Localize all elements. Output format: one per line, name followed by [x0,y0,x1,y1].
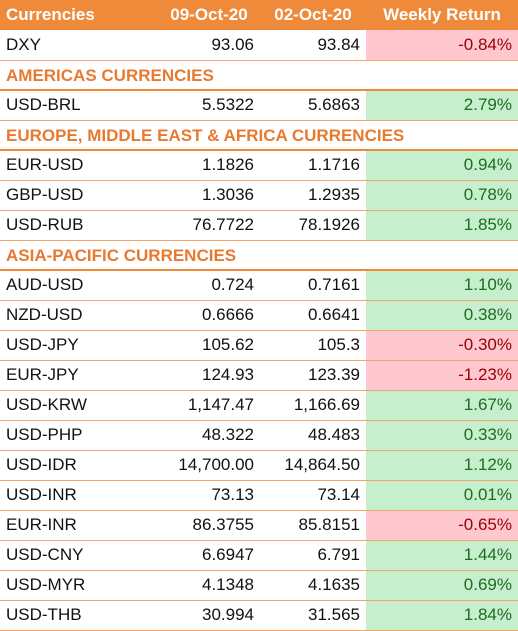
currency-row: USD-RUB 76.7722 78.1926 1.85% [0,210,518,241]
previous-rate-cell: 123.39 [260,360,366,391]
current-rate-cell: 1.1826 [158,150,260,181]
weekly-return-cell: 2.79% [366,90,518,121]
currency-pair-cell: USD-IDR [0,450,158,481]
previous-rate-cell: 0.6641 [260,300,366,331]
currency-row: USD-JPY 105.62 105.3 -0.30% [0,330,518,361]
current-rate-cell: 1.3036 [158,180,260,211]
previous-rate-cell: 6.791 [260,540,366,571]
previous-rate-cell: 85.8151 [260,510,366,541]
currency-row: USD-INR 73.13 73.14 0.01% [0,480,518,511]
currency-pair-cell: USD-PHP [0,420,158,451]
current-rate-cell: 0.724 [158,270,260,301]
currency-row: GBP-USD 1.3036 1.2935 0.78% [0,180,518,211]
currency-row: USD-IDR 14,700.00 14,864.50 1.12% [0,450,518,481]
weekly-return-cell: 1.10% [366,270,518,301]
previous-rate-cell: 1.2935 [260,180,366,211]
currency-row: USD-PHP 48.322 48.483 0.33% [0,420,518,451]
currency-pair-cell: USD-RUB [0,210,158,241]
current-rate-cell: 105.62 [158,330,260,361]
previous-rate-cell: 105.3 [260,330,366,361]
table-body: DXY 93.06 93.84 -0.84% AMERICAS CURRENCIES US… [0,30,518,631]
current-rate-cell: 1,147.47 [158,390,260,421]
section-header-row: AMERICAS CURRENCIES [0,60,518,91]
weekly-return-cell: 1.12% [366,450,518,481]
section-title: AMERICAS CURRENCIES [0,60,518,91]
currency-pair-cell: NZD-USD [0,300,158,331]
currency-pair-cell: GBP-USD [0,180,158,211]
weekly-return-cell: 0.69% [366,570,518,601]
currency-pair-cell: AUD-USD [0,270,158,301]
currency-pair-cell: USD-KRW [0,390,158,421]
current-rate-cell: 5.5322 [158,90,260,121]
weekly-return-cell: 1.84% [366,600,518,631]
previous-rate-cell: 5.6863 [260,90,366,121]
weekly-return-cell: -0.84% [366,30,518,61]
current-rate-cell: 76.7722 [158,210,260,241]
current-rate-cell: 93.06 [158,30,260,61]
current-rate-cell: 14,700.00 [158,450,260,481]
current-rate-cell: 0.6666 [158,300,260,331]
header-currencies: Currencies [0,0,158,30]
header-weekly-return: Weekly Return [366,0,518,30]
currency-pair-cell: USD-BRL [0,90,158,121]
weekly-return-cell: 0.33% [366,420,518,451]
weekly-return-cell: 1.44% [366,540,518,571]
weekly-return-cell: 1.85% [366,210,518,241]
header-row: Currencies 09-Oct-20 02-Oct-20 Weekly Re… [0,0,518,30]
currency-row: DXY 93.06 93.84 -0.84% [0,30,518,61]
currency-row: USD-MYR 4.1348 4.1635 0.69% [0,570,518,601]
weekly-return-cell: 0.38% [366,300,518,331]
currency-row: USD-BRL 5.5322 5.6863 2.79% [0,90,518,121]
section-title: ASIA-PACIFIC CURRENCIES [0,240,518,271]
weekly-return-cell: 0.94% [366,150,518,181]
currency-pair-cell: USD-CNY [0,540,158,571]
currency-pair-cell: EUR-JPY [0,360,158,391]
currency-pair-cell: USD-THB [0,600,158,631]
previous-rate-cell: 0.7161 [260,270,366,301]
current-rate-cell: 4.1348 [158,570,260,601]
previous-rate-cell: 14,864.50 [260,450,366,481]
previous-rate-cell: 4.1635 [260,570,366,601]
currency-pair-cell: DXY [0,30,158,61]
current-rate-cell: 86.3755 [158,510,260,541]
currency-pair-cell: USD-JPY [0,330,158,361]
previous-rate-cell: 73.14 [260,480,366,511]
currency-pair-cell: EUR-USD [0,150,158,181]
currency-row: EUR-USD 1.1826 1.1716 0.94% [0,150,518,181]
current-rate-cell: 6.6947 [158,540,260,571]
currency-pair-cell: USD-INR [0,480,158,511]
weekly-return-cell: 1.67% [366,390,518,421]
current-rate-cell: 48.322 [158,420,260,451]
currency-pair-cell: USD-MYR [0,570,158,601]
weekly-return-cell: 0.78% [366,180,518,211]
currency-row: NZD-USD 0.6666 0.6641 0.38% [0,300,518,331]
current-rate-cell: 124.93 [158,360,260,391]
currency-row: USD-THB 30.994 31.565 1.84% [0,600,518,631]
weekly-return-cell: -1.23% [366,360,518,391]
currency-row: EUR-INR 86.3755 85.8151 -0.65% [0,510,518,541]
current-rate-cell: 30.994 [158,600,260,631]
currency-row: USD-CNY 6.6947 6.791 1.44% [0,540,518,571]
currency-row: AUD-USD 0.724 0.7161 1.10% [0,270,518,301]
weekly-return-cell: -0.30% [366,330,518,361]
weekly-return-cell: -0.65% [366,510,518,541]
currency-pair-cell: EUR-INR [0,510,158,541]
previous-rate-cell: 93.84 [260,30,366,61]
currency-row: EUR-JPY 124.93 123.39 -1.23% [0,360,518,391]
section-title: EUROPE, MIDDLE EAST & AFRICA CURRENCIES [0,120,518,151]
header-current-date: 09-Oct-20 [158,0,260,30]
currency-row: USD-KRW 1,147.47 1,166.69 1.67% [0,390,518,421]
previous-rate-cell: 1,166.69 [260,390,366,421]
section-header-row: ASIA-PACIFIC CURRENCIES [0,240,518,271]
header-previous-date: 02-Oct-20 [260,0,366,30]
previous-rate-cell: 1.1716 [260,150,366,181]
previous-rate-cell: 48.483 [260,420,366,451]
section-header-row: EUROPE, MIDDLE EAST & AFRICA CURRENCIES [0,120,518,151]
current-rate-cell: 73.13 [158,480,260,511]
previous-rate-cell: 78.1926 [260,210,366,241]
previous-rate-cell: 31.565 [260,600,366,631]
weekly-return-cell: 0.01% [366,480,518,511]
